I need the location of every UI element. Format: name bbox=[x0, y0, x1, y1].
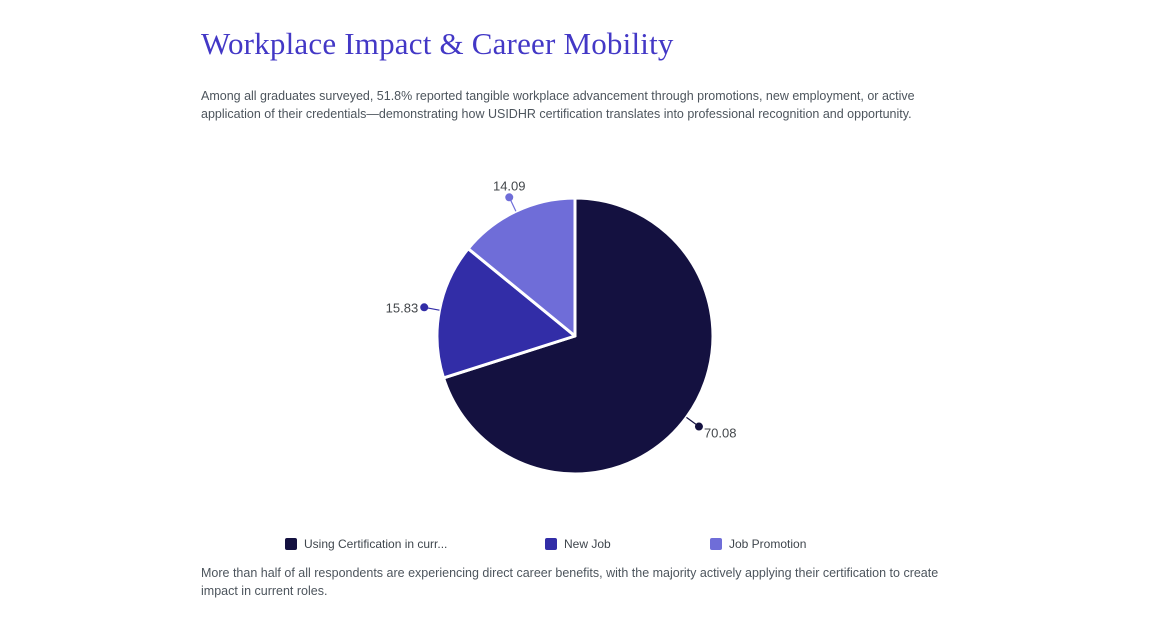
label-connector-dot bbox=[694, 422, 703, 431]
intro-paragraph: Among all graduates surveyed, 51.8% repo… bbox=[201, 89, 915, 121]
legend-swatch-using-certification bbox=[285, 538, 297, 550]
legend-item-new-job[interactable]: New Job bbox=[545, 537, 611, 551]
pie-chart: 70.08 15.83 14.09 bbox=[386, 178, 737, 476]
legend-item-using-certification[interactable]: Using Certification in curr... bbox=[285, 537, 447, 551]
slice-value-label: 14.09 bbox=[493, 178, 526, 193]
page-title: Workplace Impact & Career Mobility bbox=[201, 26, 674, 61]
footnote-paragraph: More than half of all respondents are ex… bbox=[201, 566, 939, 598]
legend-swatch-new-job bbox=[545, 538, 557, 550]
legend-item-job-promotion[interactable]: Job Promotion bbox=[710, 537, 806, 551]
pie-slice-0[interactable] bbox=[442, 196, 715, 476]
chart-legend: Using Certification in curr... New Job J… bbox=[201, 537, 941, 553]
legend-label: Job Promotion bbox=[729, 537, 807, 551]
pie-slice-2[interactable] bbox=[466, 196, 577, 338]
label-connector-dot bbox=[505, 193, 514, 202]
pie-slice-1[interactable] bbox=[435, 247, 577, 380]
legend-swatch-job-promotion bbox=[710, 538, 722, 550]
legend-label: New Job bbox=[564, 537, 611, 551]
content-area: Workplace Impact & Career Mobility Among… bbox=[201, 0, 949, 630]
slice-value-label: 70.08 bbox=[704, 426, 737, 441]
legend-label: Using Certification in curr... bbox=[304, 537, 448, 551]
slice-value-label: 15.83 bbox=[386, 300, 419, 315]
label-connector-dot bbox=[420, 303, 429, 312]
